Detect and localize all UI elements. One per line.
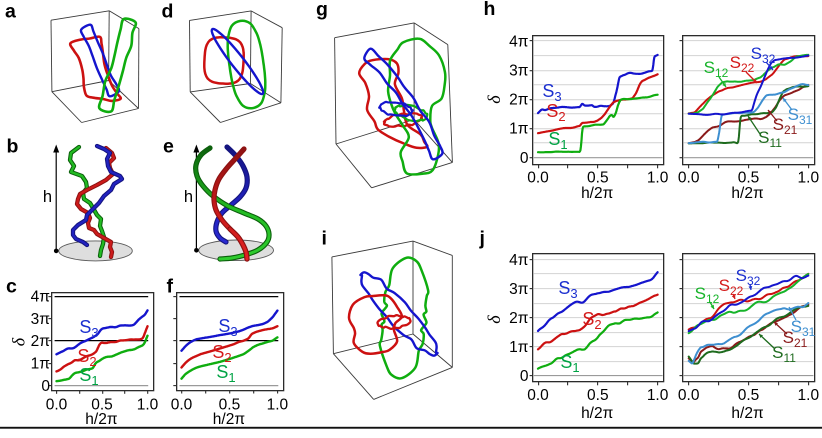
svg-text:h/2π: h/2π — [581, 185, 614, 202]
svg-text:c: c — [6, 276, 17, 298]
svg-text:j: j — [479, 228, 485, 250]
svg-text:i: i — [322, 228, 327, 250]
svg-text:δ: δ — [484, 95, 504, 104]
svg-text:0: 0 — [41, 378, 50, 395]
svg-text:δ: δ — [484, 315, 504, 324]
svg-text:h/2π: h/2π — [581, 405, 614, 422]
svg-text:2π: 2π — [509, 92, 529, 109]
svg-text:4π: 4π — [509, 33, 529, 50]
svg-text:1.0: 1.0 — [798, 387, 820, 404]
svg-text:0.0: 0.0 — [527, 170, 549, 187]
svg-text:b: b — [7, 136, 19, 158]
svg-text:0: 0 — [520, 150, 529, 167]
svg-text:h: h — [184, 188, 193, 206]
svg-text:0.5: 0.5 — [738, 387, 760, 404]
svg-text:1.0: 1.0 — [647, 387, 669, 404]
svg-text:1.0: 1.0 — [137, 397, 159, 414]
svg-text:0.0: 0.0 — [678, 170, 700, 187]
svg-text:3π: 3π — [509, 63, 529, 80]
svg-text:δ: δ — [9, 337, 29, 346]
svg-text:0.0: 0.0 — [527, 387, 549, 404]
svg-text:0.0: 0.0 — [171, 397, 193, 414]
svg-text:0.5: 0.5 — [587, 387, 609, 404]
svg-text:2π: 2π — [31, 333, 51, 350]
svg-text:0: 0 — [520, 368, 529, 385]
svg-text:0.5: 0.5 — [738, 170, 760, 187]
svg-text:h/2π: h/2π — [213, 411, 246, 428]
svg-text:1.0: 1.0 — [798, 170, 820, 187]
svg-text:4π: 4π — [509, 252, 529, 269]
svg-text:2π: 2π — [509, 310, 529, 327]
svg-text:h: h — [484, 0, 496, 20]
svg-text:h/2π: h/2π — [731, 185, 764, 202]
svg-text:3π: 3π — [509, 281, 529, 298]
svg-text:h/2π: h/2π — [85, 411, 118, 428]
svg-text:1.0: 1.0 — [647, 170, 669, 187]
svg-text:h/2π: h/2π — [731, 405, 764, 422]
svg-text:g: g — [316, 0, 328, 21]
svg-text:0.0: 0.0 — [46, 397, 68, 414]
svg-text:1π: 1π — [509, 121, 529, 138]
svg-text:a: a — [5, 1, 16, 23]
svg-text:h: h — [43, 188, 52, 206]
svg-text:1.0: 1.0 — [267, 397, 289, 414]
svg-text:1π: 1π — [509, 339, 529, 356]
svg-text:d: d — [162, 1, 174, 23]
svg-text:f: f — [167, 276, 174, 298]
svg-text:0.5: 0.5 — [587, 170, 609, 187]
svg-text:3π: 3π — [31, 311, 51, 328]
svg-text:4π: 4π — [31, 289, 51, 306]
svg-text:e: e — [163, 136, 174, 158]
svg-text:1π: 1π — [31, 356, 51, 373]
svg-text:0.0: 0.0 — [678, 387, 700, 404]
